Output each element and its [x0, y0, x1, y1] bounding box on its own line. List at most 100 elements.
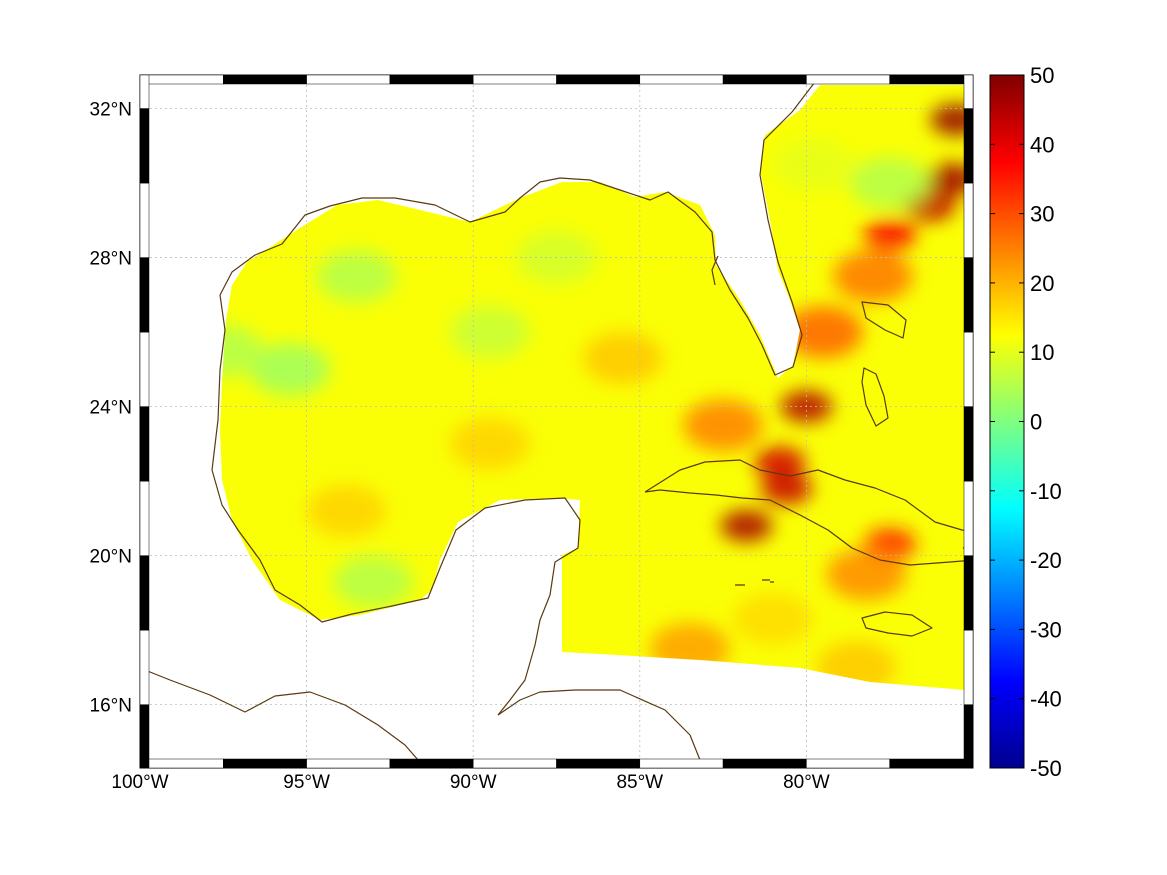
field-feature — [649, 622, 730, 675]
frame-bar-right — [963, 182, 974, 258]
field-feature — [930, 103, 965, 136]
frame-bar-left — [139, 406, 150, 482]
colorbar-tick-label: -30 — [1030, 617, 1062, 642]
frame-bar-right — [963, 108, 974, 184]
frame-bar-left — [139, 74, 150, 109]
colorbar: 50 40 30 20 10 0 -10 -20 -30 -40 -50 — [989, 63, 1062, 781]
frame-bar-right — [963, 704, 974, 769]
colorbar-tick-label: -50 — [1030, 756, 1062, 781]
latitude-tick-label: 32°N — [90, 100, 132, 121]
latitude-tick-label: 20°N — [90, 547, 132, 568]
yucatan-coastline — [211, 469, 581, 716]
field-feature — [306, 484, 387, 537]
florida-coastline — [711, 255, 719, 286]
field-feature — [449, 417, 530, 470]
longitude-tick-label: 95°W — [283, 772, 330, 793]
frame-bar-right — [963, 74, 974, 109]
colorbar-tick-label: 30 — [1030, 202, 1054, 227]
frame-bar-right — [963, 257, 974, 333]
coastlines — [140, 77, 973, 768]
frame-bar-top — [472, 74, 557, 85]
frame-bar-top — [223, 74, 307, 85]
field-feature — [753, 446, 806, 479]
frame-bar-top — [389, 74, 474, 85]
field-feature — [316, 250, 397, 303]
frame-bar-left — [139, 480, 150, 556]
field-feature — [583, 332, 664, 385]
frame-bar-left — [139, 555, 150, 631]
map-area — [139, 74, 974, 769]
colorbar-tick-label: 10 — [1030, 340, 1054, 365]
frame-bar-bottom — [889, 758, 974, 769]
abaco-coastline — [861, 301, 907, 339]
colorbar-tick-label: 20 — [1030, 271, 1054, 296]
frame-bar-bottom — [223, 758, 307, 769]
longitude-tick-label: 85°W — [616, 772, 663, 793]
colorbar-tick-label: -20 — [1030, 548, 1062, 573]
longitude-tick-label: 90°W — [450, 772, 497, 793]
pacific-coastline — [140, 667, 426, 768]
longitude-tick-label: 100°W — [111, 772, 168, 793]
colorbar-tick-label: 40 — [1030, 132, 1054, 157]
field-feature — [449, 306, 530, 359]
frame-bar-top — [806, 74, 890, 85]
field-feature — [927, 163, 965, 196]
colorbar-gradient — [990, 75, 1024, 768]
frame-bar-bottom — [639, 758, 724, 769]
field-features — [220, 103, 965, 690]
frame-bar-left — [139, 704, 150, 769]
cuba-coastline — [644, 459, 973, 566]
field-feature — [733, 592, 814, 645]
frame-bar-top — [639, 74, 724, 85]
frame-bar-bottom — [139, 758, 224, 769]
frame-bar-bottom — [722, 758, 807, 769]
frame-bar-top — [722, 74, 807, 85]
longitude-tick-label: 80°W — [783, 772, 830, 793]
frame-bar-top — [889, 74, 974, 85]
latitude-labels: 32°N 28°N 24°N 20°N 16°N — [90, 100, 132, 717]
map-frame — [139, 74, 974, 769]
frame-bar-bottom — [389, 758, 474, 769]
frame-bar-left — [139, 629, 150, 705]
frame-bar-right — [963, 629, 974, 705]
field-feature — [720, 509, 773, 542]
field-feature — [773, 138, 854, 191]
longitude-labels: 100°W 95°W 90°W 85°W 80°W — [111, 772, 829, 793]
field-feature — [683, 399, 764, 452]
frame-bar-bottom — [806, 758, 890, 769]
jamaica-coastline — [861, 611, 933, 637]
latitude-tick-label: 16°N — [90, 696, 132, 717]
field-feature — [333, 555, 414, 608]
honduras-coastline — [497, 689, 701, 761]
colorbar-tick-label: 0 — [1030, 410, 1042, 435]
gridlines — [140, 75, 973, 768]
latitude-tick-label: 24°N — [90, 398, 132, 419]
frame-bar-left — [139, 257, 150, 333]
frame-bar-right — [963, 480, 974, 556]
cayman-islands — [735, 579, 774, 586]
frame-bar-right — [963, 331, 974, 407]
colorbar-tick-label: -40 — [1030, 687, 1062, 712]
field-feature — [816, 641, 897, 690]
field-feature — [760, 472, 813, 505]
colorbar-ticks: 50 40 30 20 10 0 -10 -20 -30 -40 -50 — [990, 63, 1062, 781]
field-feature — [220, 324, 264, 377]
field-feature — [783, 306, 864, 359]
colorbar-tick-label: -10 — [1030, 479, 1062, 504]
latitude-tick-label: 28°N — [90, 249, 132, 270]
frame-bar-right — [963, 555, 974, 631]
field-feature — [833, 250, 914, 303]
frame-bar-right — [963, 406, 974, 482]
field-feature — [826, 548, 907, 601]
frame-bar-top — [556, 74, 641, 85]
frame-bar-bottom — [556, 758, 641, 769]
frame-bar-bottom — [306, 758, 391, 769]
frame-bar-top — [306, 74, 391, 85]
frame-bar-top — [139, 74, 224, 85]
data-field — [220, 85, 965, 690]
frame-bar-bottom — [472, 758, 557, 769]
field-feature — [849, 157, 930, 210]
gulf-coastline — [211, 77, 819, 471]
frame-bar-left — [139, 331, 150, 407]
